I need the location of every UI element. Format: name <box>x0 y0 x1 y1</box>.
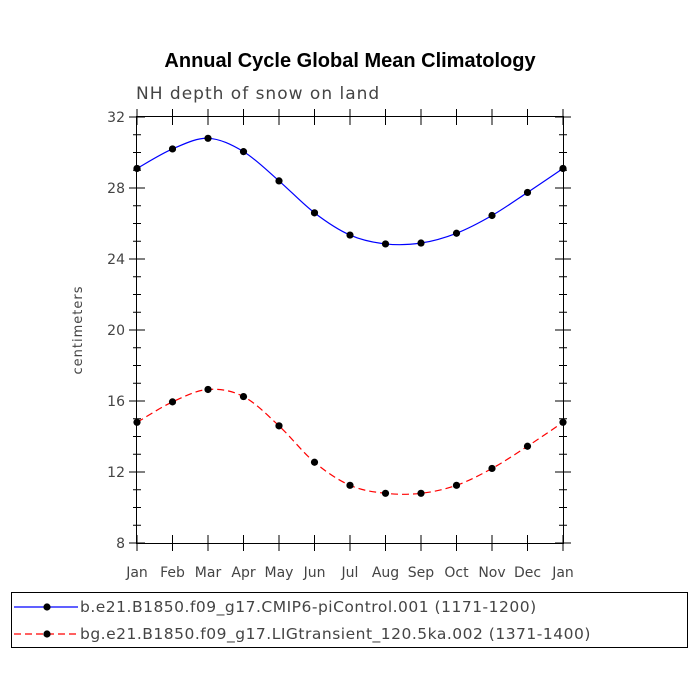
y-tick-labels: 8 12 16 20 24 28 32 <box>107 110 125 552</box>
series-2 <box>133 385 567 497</box>
data-point <box>275 422 283 430</box>
data-point <box>488 464 496 473</box>
data-point <box>452 481 461 489</box>
data-point <box>133 164 141 173</box>
axis-ticks <box>129 109 571 551</box>
x-tick-label: May <box>265 565 294 581</box>
data-point <box>239 392 248 401</box>
data-point <box>310 458 319 466</box>
x-tick-label: Jan <box>551 565 574 581</box>
data-point <box>310 209 319 217</box>
data-point <box>239 148 248 156</box>
x-tick-label: Nov <box>478 565 505 581</box>
data-point <box>452 229 461 237</box>
y-tick-label: 32 <box>107 110 125 126</box>
legend-label: bg.e21.B1850.f09_g17.LIGtransient_120.5k… <box>80 625 591 644</box>
legend-box <box>11 592 688 648</box>
x-tick-label: Jul <box>341 565 359 581</box>
chart-title: Annual Cycle Global Mean Climatology <box>164 50 536 72</box>
legend-label: b.e21.B1850.f09_g17.CMIP6-piControl.001 … <box>80 598 537 617</box>
y-tick-label: 16 <box>107 394 125 410</box>
data-point <box>417 489 425 497</box>
x-tick-label: Jun <box>303 565 326 581</box>
y-axis-label: centimeters <box>71 286 86 375</box>
y-tick-label: 24 <box>107 252 125 268</box>
data-point <box>381 489 390 497</box>
data-point <box>275 177 283 185</box>
data-point <box>204 385 212 394</box>
y-tick-label: 8 <box>116 536 125 552</box>
legend-marker <box>43 603 51 611</box>
data-point <box>168 398 177 406</box>
plot-frame <box>136 116 564 544</box>
y-tick-label: 28 <box>107 181 125 197</box>
x-tick-labels: Jan Feb Mar Apr May Jun Jul Aug Sep Oct Nov Dec Jan <box>125 565 574 581</box>
data-point <box>523 188 532 197</box>
y-tick-label: 12 <box>107 465 125 481</box>
series-1 <box>133 134 567 248</box>
x-tick-label: Oct <box>444 565 469 581</box>
data-point <box>559 418 567 426</box>
x-tick-label: Aug <box>372 565 399 581</box>
data-point <box>523 442 532 450</box>
data-point <box>381 240 390 248</box>
series-line <box>136 137 564 246</box>
data-point <box>417 239 425 247</box>
data-point <box>168 145 177 153</box>
x-tick-label: Feb <box>160 565 185 581</box>
series-line <box>136 388 564 495</box>
data-point <box>133 418 141 426</box>
data-point <box>346 231 354 239</box>
x-tick-label: Dec <box>514 565 541 581</box>
x-tick-label: Jan <box>125 565 148 581</box>
x-tick-label: Mar <box>195 565 222 581</box>
y-tick-label: 20 <box>107 323 125 339</box>
data-point <box>204 134 212 142</box>
data-point <box>559 164 567 173</box>
legend-marker <box>43 630 51 638</box>
chart-subtitle: NH depth of snow on land <box>136 84 380 104</box>
x-tick-label: Sep <box>408 565 435 581</box>
legend: b.e21.B1850.f09_g17.CMIP6-piControl.001 … <box>14 598 591 644</box>
x-tick-label: Apr <box>231 565 255 581</box>
data-point <box>346 481 354 489</box>
series-layer <box>133 134 567 497</box>
data-point <box>488 211 496 220</box>
